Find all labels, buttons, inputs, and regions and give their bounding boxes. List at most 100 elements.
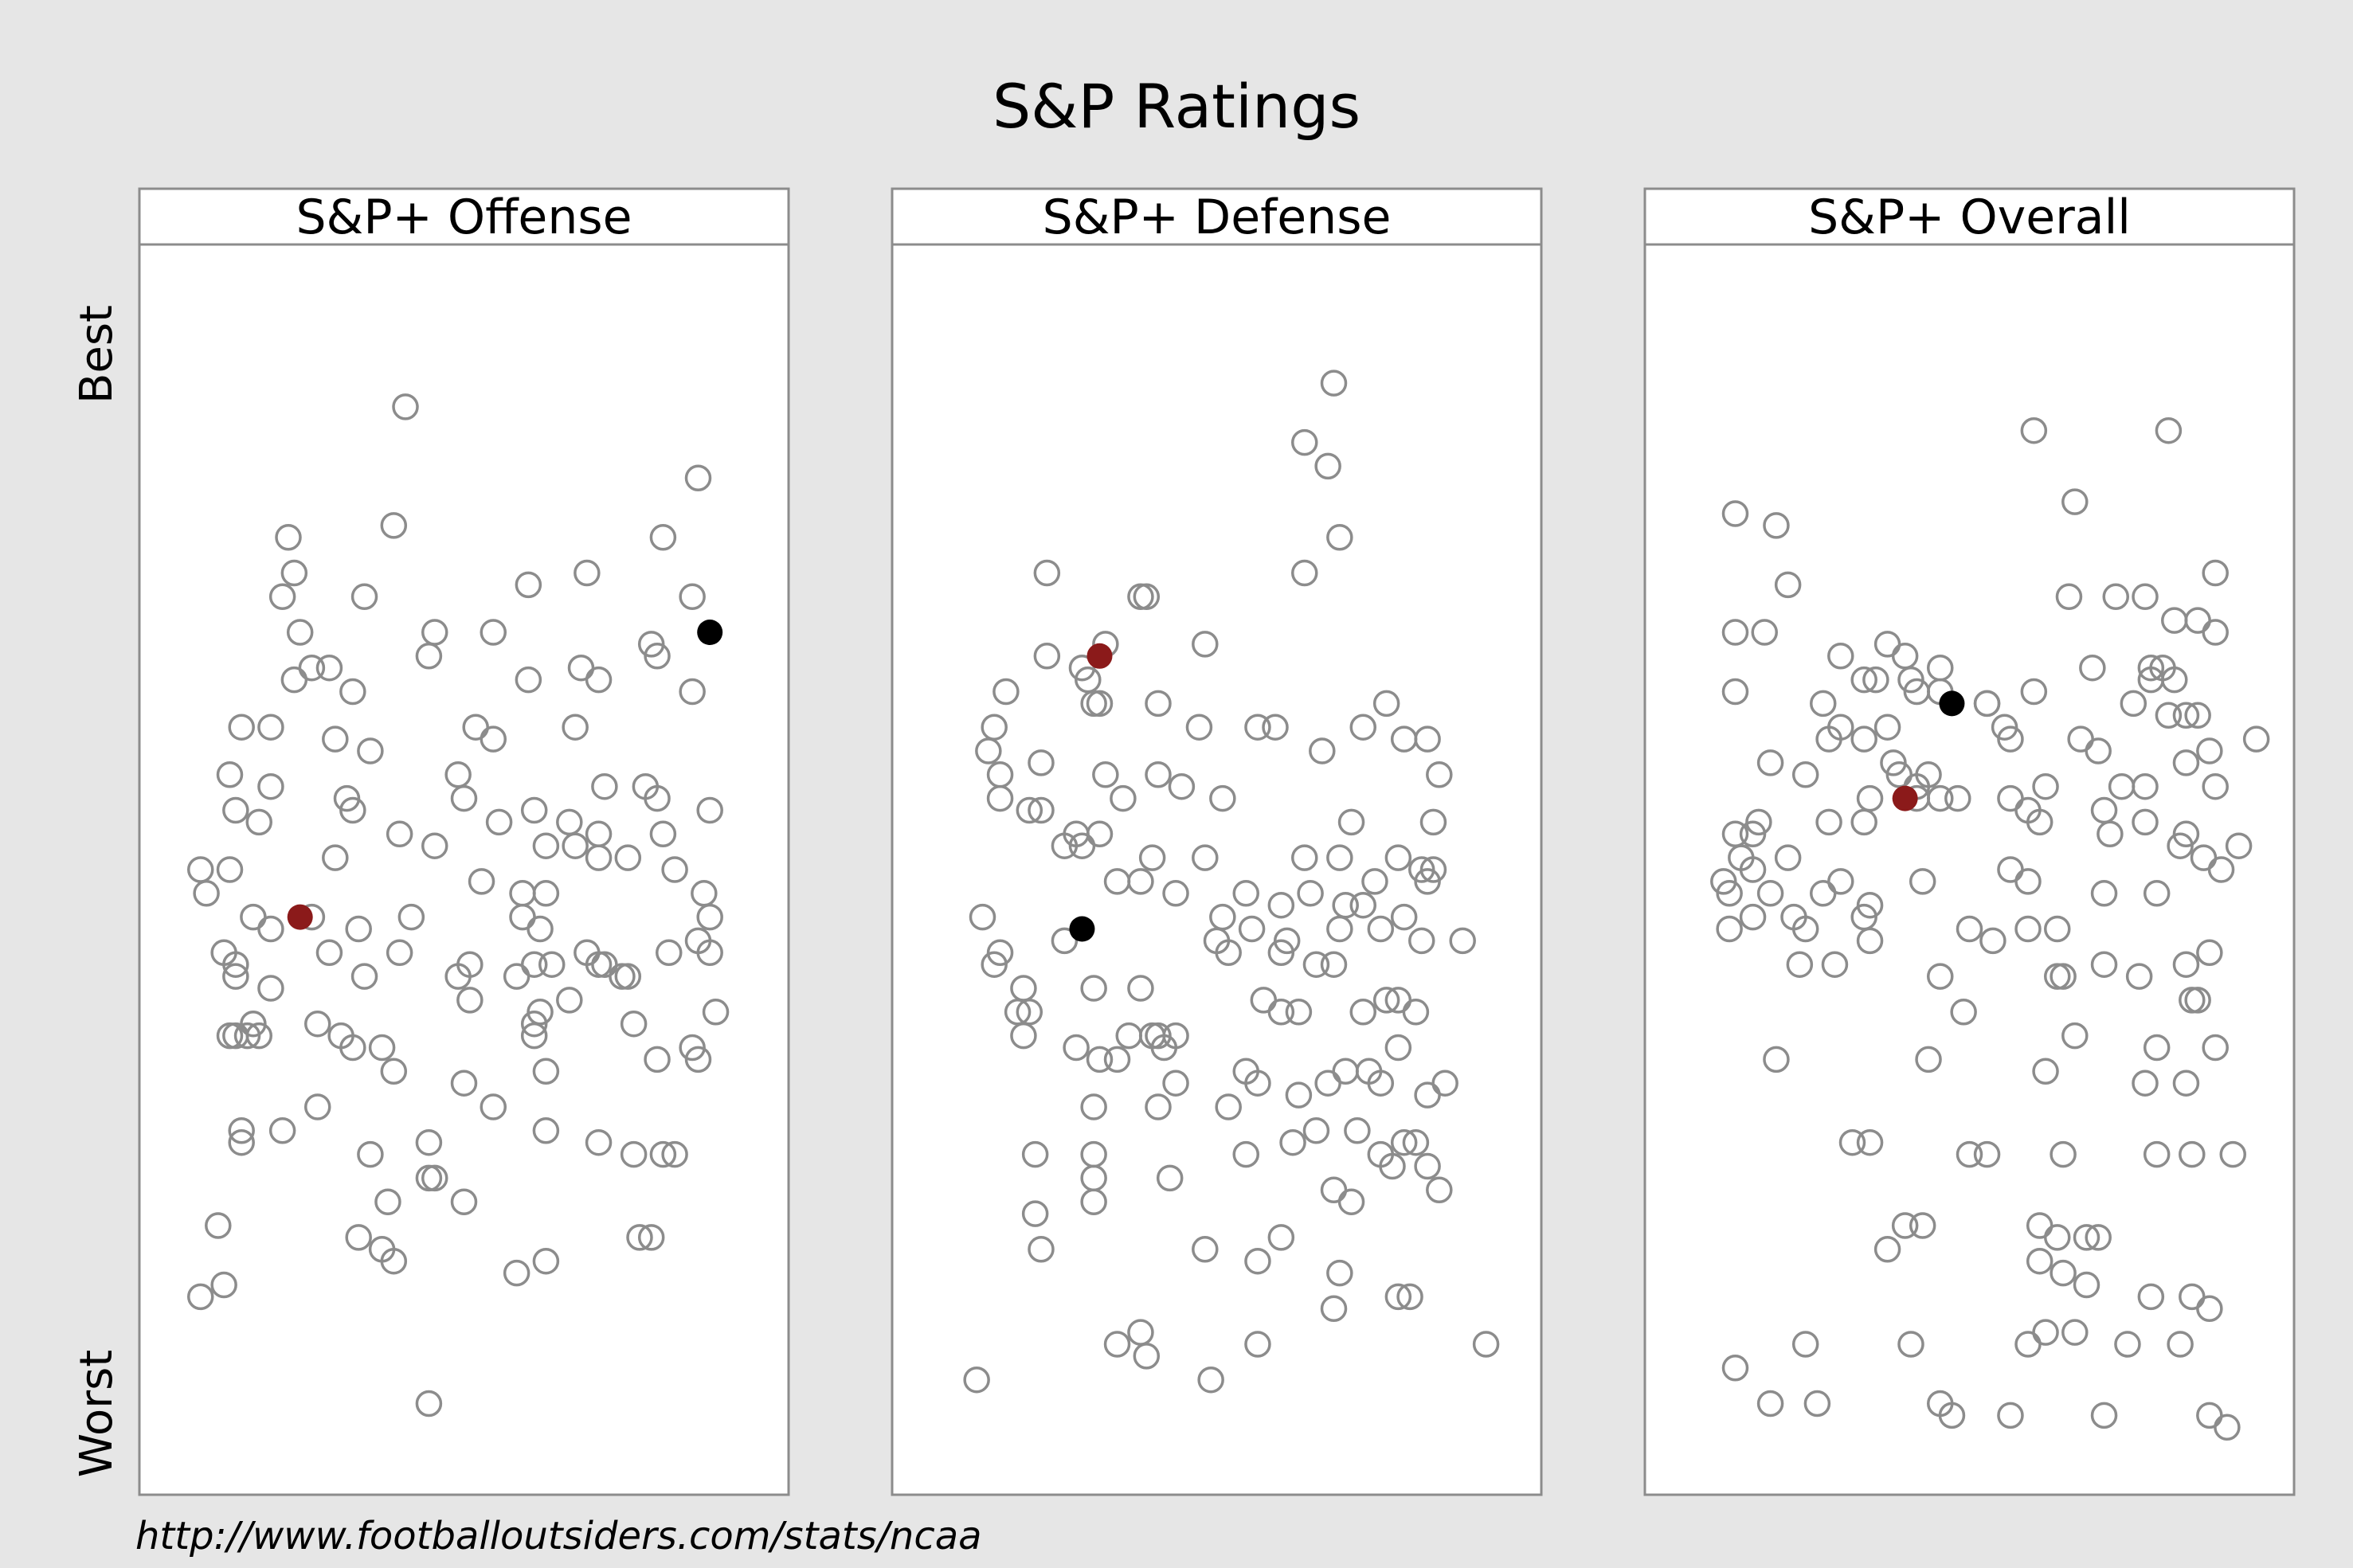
data-point — [527, 915, 554, 943]
data-point — [1021, 1200, 1049, 1227]
data-point — [2172, 951, 2200, 978]
data-point — [216, 856, 244, 883]
data-point — [1197, 1366, 1224, 1394]
data-point — [280, 559, 308, 587]
data-point — [1016, 796, 1043, 824]
data-point — [614, 844, 642, 871]
data-point — [963, 1366, 990, 1394]
data-point — [2026, 808, 2053, 836]
data-point — [1774, 571, 1802, 599]
data-point — [421, 1164, 448, 1192]
data-point — [585, 1128, 613, 1156]
data-point — [1850, 725, 1877, 753]
data-point — [1891, 1212, 1919, 1239]
data-point — [257, 975, 284, 1002]
data-point — [626, 1224, 653, 1251]
data-point — [1337, 1188, 1365, 1215]
data-point — [1927, 784, 1954, 812]
data-point — [1349, 999, 1376, 1026]
data-point — [1279, 1128, 1306, 1156]
data-point — [1449, 927, 1476, 955]
data-point — [350, 583, 378, 611]
data-point — [1349, 714, 1376, 741]
data-point — [1209, 784, 1236, 812]
data-point — [2044, 915, 2071, 943]
panel-3: S&P+ Overall — [1643, 187, 2296, 1496]
data-point — [2079, 654, 2106, 682]
data-point — [679, 678, 706, 706]
data-point — [1856, 784, 1884, 812]
data-point — [1396, 1283, 1423, 1311]
data-point — [969, 903, 996, 931]
data-point — [1086, 1046, 1114, 1073]
data-point — [1414, 1081, 1441, 1109]
data-point — [644, 1046, 671, 1073]
data-point — [1285, 999, 1313, 1026]
data-point — [1856, 1128, 1884, 1156]
panel-3-title: S&P+ Overall — [1808, 190, 2131, 245]
data-point — [1897, 1331, 1924, 1358]
data-point — [1721, 500, 1749, 527]
data-point — [1162, 1069, 1189, 1097]
data-point — [1244, 1331, 1271, 1358]
data-point — [661, 856, 688, 883]
data-point — [2207, 856, 2235, 883]
data-point — [656, 939, 683, 967]
data-point — [1033, 559, 1061, 587]
data-point — [228, 1128, 255, 1156]
data-point — [1051, 832, 1079, 859]
data-point — [1063, 1034, 1090, 1062]
data-point — [1873, 1236, 1901, 1263]
data-point — [444, 963, 472, 990]
data-point — [280, 666, 308, 694]
data-point — [228, 714, 255, 741]
data-point — [1402, 1128, 1430, 1156]
data-point — [2137, 654, 2165, 682]
data-point — [2167, 1331, 2194, 1358]
data-point — [1408, 927, 1435, 955]
data-point — [1291, 559, 1318, 587]
data-point — [245, 808, 272, 836]
data-point — [649, 1140, 677, 1168]
data-point — [205, 1212, 232, 1239]
data-point — [222, 963, 249, 990]
data-point — [2161, 666, 2188, 694]
data-point — [1827, 643, 1854, 670]
data-point — [386, 820, 413, 848]
data-point — [992, 678, 1020, 706]
data-point — [1803, 1390, 1831, 1417]
data-point — [986, 784, 1014, 812]
data-point — [532, 1058, 560, 1085]
panels-group: S&P+ Offense S&P+ Defense S&P+ Overall — [138, 187, 2296, 1496]
data-point — [480, 1093, 507, 1120]
data-point — [1821, 951, 1849, 978]
data-point — [2132, 808, 2159, 836]
panel-2-title: S&P+ Defense — [1043, 190, 1392, 245]
source-url: http://www.footballoutsiders.com/stats/n… — [135, 1514, 982, 1558]
data-point — [1320, 1295, 1348, 1323]
data-point — [620, 1140, 648, 1168]
data-point — [1291, 428, 1318, 456]
data-point — [1791, 915, 1819, 943]
data-point — [2102, 583, 2129, 611]
data-point — [1028, 1236, 1055, 1263]
data-point — [228, 1117, 255, 1144]
highlight-red-point — [287, 904, 313, 930]
data-point — [585, 844, 613, 871]
data-point — [1419, 808, 1447, 836]
data-point — [1739, 856, 1767, 883]
data-point — [644, 643, 671, 670]
highlight-red-point — [1086, 643, 1113, 669]
data-point — [1810, 880, 1837, 907]
panel-1-title: S&P+ Offense — [296, 190, 632, 245]
data-point — [1238, 915, 1266, 943]
data-point — [1068, 832, 1096, 859]
data-point — [574, 559, 601, 587]
panel-2: S&P+ Defense — [891, 187, 1543, 1496]
data-point — [1915, 1046, 1942, 1073]
data-point — [1426, 761, 1453, 788]
data-point — [2097, 820, 2124, 848]
data-point — [322, 844, 349, 871]
data-point — [2050, 1259, 2077, 1287]
data-point — [1086, 690, 1114, 718]
